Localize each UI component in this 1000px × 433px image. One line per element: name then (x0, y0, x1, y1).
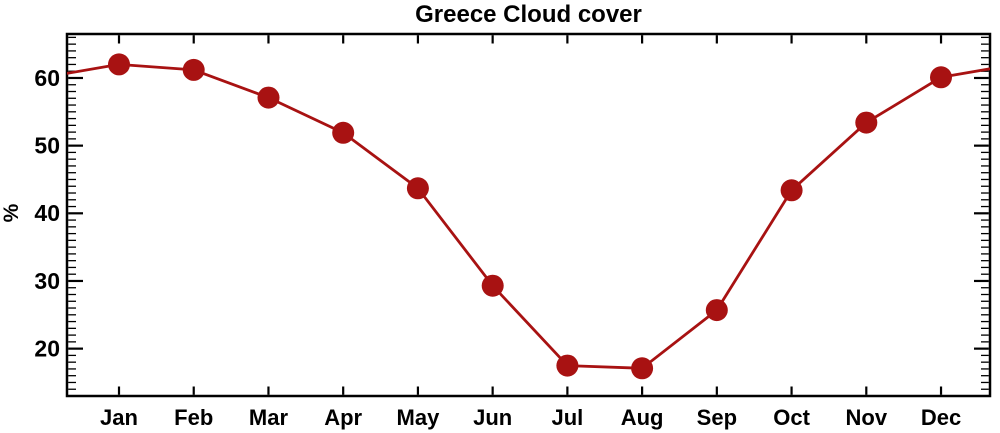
x-tick-label-jan: Jan (100, 405, 138, 430)
data-point-apr (332, 121, 355, 144)
x-tick-label-mar: Mar (249, 405, 289, 430)
data-point-aug (631, 357, 654, 380)
axis-ticks (68, 35, 989, 395)
x-tick-label-aug: Aug (621, 405, 664, 430)
x-tick-label-jun: Jun (473, 405, 512, 430)
data-point-sep (705, 299, 728, 322)
data-point-jun (481, 274, 504, 297)
data-point-dec (930, 66, 952, 89)
data-point-mar (257, 86, 280, 109)
x-tick-labels: Jan Feb Mar Apr May Jun Jul Aug Sep Oct Nov Dec (100, 405, 961, 430)
x-tick-label-oct: Oct (773, 405, 810, 430)
y-tick-labels: 20 30 40 50 60 (34, 65, 60, 362)
y-minor-ticks (68, 36, 989, 390)
axis-frame (65, 32, 992, 398)
data-point-may (406, 177, 429, 200)
x-tick-label-dec: Dec (921, 405, 961, 430)
data-point-feb (182, 58, 205, 81)
y-tick-label-40: 40 (34, 200, 60, 226)
x-tick-label-feb: Feb (174, 405, 213, 430)
x-tick-label-jul: Jul (551, 405, 583, 430)
x-ticks (117, 35, 943, 395)
y-tick-label-50: 50 (34, 132, 60, 158)
data-point-oct (780, 179, 803, 202)
y-axis-label: % (0, 203, 23, 223)
y-tick-label-60: 60 (34, 65, 60, 91)
x-tick-label-may: May (397, 405, 441, 430)
y-major-ticks (68, 76, 989, 350)
data-point-jul (556, 354, 579, 377)
data-point-nov (855, 111, 878, 134)
chart-title: Greece Cloud cover (415, 1, 642, 28)
series-line (67, 63, 990, 370)
series-cloud-cover (67, 53, 990, 380)
x-tick-label-sep: Sep (697, 405, 737, 430)
data-point-jan (108, 53, 130, 76)
y-tick-label-30: 30 (34, 268, 60, 294)
x-tick-label-nov: Nov (846, 405, 888, 430)
series-markers (108, 53, 952, 380)
y-tick-label-20: 20 (34, 335, 60, 361)
x-tick-label-apr: Apr (324, 405, 362, 430)
